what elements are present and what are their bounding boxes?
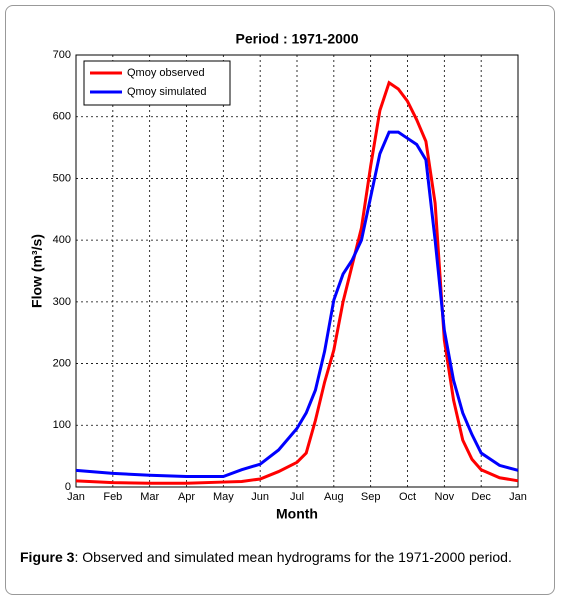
data-line [75, 130, 519, 479]
chart-title: Period : 1971-2000 [236, 31, 359, 47]
y-tick-label: 500 [53, 172, 71, 184]
y-tick-label: 100 [53, 419, 71, 431]
y-axis-label: Flow (m³/s) [29, 234, 45, 308]
x-tick-label: Jan [67, 491, 85, 503]
x-tick-label: Oct [399, 491, 416, 503]
y-tick-label: 0 [65, 481, 71, 493]
x-tick-label: Jan [509, 491, 527, 503]
x-tick-label: May [213, 491, 234, 503]
y-tick-label: 200 [53, 357, 71, 369]
y-tick-label: 600 [53, 111, 71, 123]
x-tick-label: Nov [435, 491, 455, 503]
y-tick-label: 300 [53, 296, 71, 308]
x-tick-label: Sep [361, 491, 381, 503]
legend-label: Qmoy simulated [127, 86, 206, 98]
x-tick-label: Dec [471, 491, 491, 503]
x-tick-label: Aug [324, 491, 344, 503]
caption-label: Figure 3 [20, 549, 75, 565]
caption: Figure 3: Observed and simulated mean hy… [20, 547, 542, 567]
caption-text: : Observed and simulated mean hydrograms… [74, 549, 512, 565]
x-tick-label: Apr [178, 491, 195, 503]
x-tick-label: Mar [140, 491, 159, 503]
y-tick-label: 700 [53, 49, 71, 61]
figure-frame [5, 5, 555, 595]
legend-label: Qmoy observed [127, 67, 205, 79]
legend-box [83, 60, 231, 106]
x-tick-label: Feb [103, 491, 122, 503]
x-tick-label: Jun [251, 491, 269, 503]
y-tick-label: 400 [53, 234, 71, 246]
plot-border [75, 54, 519, 488]
x-tick-label: Jul [290, 491, 304, 503]
x-axis-label: Month [276, 506, 318, 522]
chart: Period : 1971-2000 Month Flow (m³/s) 0 10… [29, 31, 527, 522]
data-line [75, 80, 519, 485]
